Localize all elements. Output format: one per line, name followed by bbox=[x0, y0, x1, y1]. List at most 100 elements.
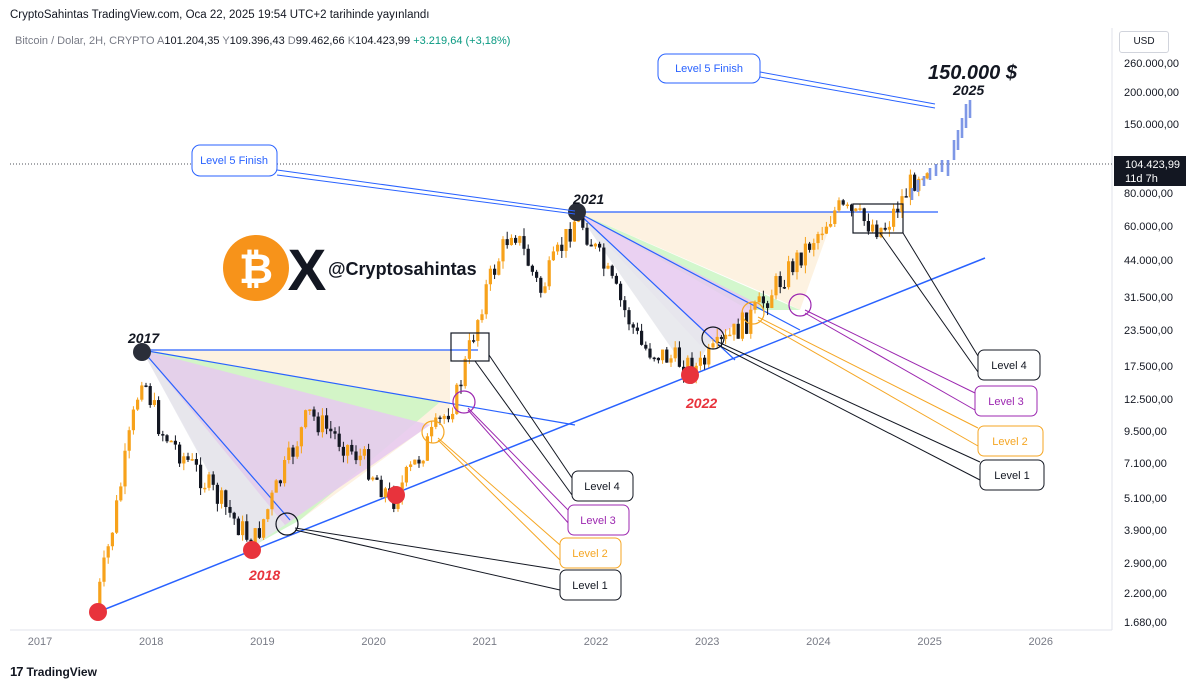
candle bbox=[421, 460, 425, 464]
candle bbox=[425, 436, 429, 461]
candle bbox=[644, 344, 648, 349]
publish-info: CryptoSahintas TradingView.com, Oca 22, … bbox=[10, 9, 430, 21]
ohlc-close-value: 104.423,99 bbox=[355, 35, 411, 47]
candle bbox=[749, 309, 753, 334]
ohlc-low-value: 99.462,66 bbox=[295, 35, 345, 47]
candle bbox=[833, 210, 837, 224]
candle bbox=[606, 265, 610, 269]
tradingview-mark-icon: 17 bbox=[10, 664, 24, 679]
projected-candle bbox=[946, 160, 950, 176]
ohlc-open-key: A bbox=[157, 35, 165, 47]
callout-level1-2019: Level 1 bbox=[572, 580, 607, 592]
candle bbox=[635, 327, 639, 331]
callout-finish-2021: Level 5 Finish bbox=[200, 155, 268, 167]
candle bbox=[333, 431, 337, 434]
candle bbox=[304, 410, 308, 428]
candle bbox=[866, 221, 870, 232]
candle bbox=[640, 330, 644, 345]
callout-level4-2019: Level 4 bbox=[584, 481, 619, 493]
level2-circle-2023 bbox=[741, 301, 765, 325]
candle bbox=[661, 349, 665, 361]
candle bbox=[106, 546, 110, 558]
candle bbox=[824, 226, 828, 234]
candle bbox=[144, 385, 148, 387]
candle bbox=[564, 228, 568, 251]
candle bbox=[850, 204, 854, 211]
candle bbox=[892, 208, 896, 227]
candle bbox=[484, 284, 488, 315]
projected-candle bbox=[952, 140, 956, 160]
candle bbox=[119, 486, 123, 501]
candle bbox=[173, 440, 177, 445]
candle bbox=[383, 488, 387, 498]
x-tick-label: 2024 bbox=[806, 636, 830, 648]
candle bbox=[908, 174, 912, 198]
candle bbox=[673, 347, 677, 359]
year-annotation-2025: 2025 bbox=[952, 82, 984, 98]
candle bbox=[648, 348, 652, 358]
candle bbox=[728, 334, 732, 337]
currency-selector[interactable]: USD bbox=[1119, 31, 1169, 53]
level1-circle-2019 bbox=[275, 512, 299, 536]
callout-level2-2023-box bbox=[977, 425, 1044, 457]
tradingview-logo[interactable]: 17 TradingView bbox=[10, 664, 97, 679]
candle bbox=[459, 384, 463, 387]
projected-candle bbox=[928, 168, 932, 180]
candle bbox=[228, 506, 232, 513]
ohlc-low-key: D bbox=[287, 35, 296, 47]
callout-level3-2019: Level 3 bbox=[580, 515, 615, 527]
candle bbox=[199, 464, 203, 489]
symbol-info-bar: Bitcoin / Dolar, 2H, CRYPTO A101.204,35 … bbox=[15, 35, 510, 47]
candle bbox=[497, 261, 501, 275]
candle bbox=[367, 449, 371, 480]
callout-level2-2023: Level 2 bbox=[992, 436, 1027, 448]
candle bbox=[795, 252, 799, 273]
projected-candle bbox=[916, 180, 920, 192]
candle bbox=[791, 261, 795, 273]
candle bbox=[165, 435, 169, 442]
candle bbox=[539, 277, 543, 293]
candle bbox=[472, 340, 476, 342]
x-tick-label: 2022 bbox=[584, 636, 608, 648]
projected-candles bbox=[910, 100, 972, 200]
candle bbox=[278, 480, 282, 484]
candle bbox=[115, 500, 119, 533]
candle bbox=[715, 336, 719, 344]
projected-candle bbox=[934, 164, 938, 176]
candle bbox=[375, 477, 379, 480]
y-tick-label: 2.200,00 bbox=[1124, 588, 1167, 600]
low-point-2017 bbox=[89, 603, 107, 621]
year-annotation-2022: 2022 bbox=[685, 395, 717, 411]
price-axis: 260.000,00 200.000,00 150.000,00 80.000,00 6… bbox=[1124, 58, 1179, 629]
candle bbox=[434, 417, 438, 427]
candle bbox=[530, 265, 534, 272]
candle bbox=[627, 310, 631, 325]
y-tick-label: 17.500,00 bbox=[1124, 361, 1173, 373]
y-tick-label: 12.500,00 bbox=[1124, 394, 1173, 406]
candle bbox=[820, 233, 824, 236]
candle bbox=[362, 449, 366, 456]
candle bbox=[316, 416, 320, 433]
candle bbox=[841, 200, 845, 205]
callout-level2-2019-box bbox=[559, 537, 622, 569]
candle bbox=[245, 521, 249, 540]
watermark: ₿ X @Cryptosahintas bbox=[223, 235, 477, 303]
candle bbox=[732, 323, 736, 335]
x-tick-label: 2021 bbox=[473, 636, 497, 648]
candle bbox=[883, 227, 887, 230]
candle bbox=[346, 444, 350, 456]
candle bbox=[829, 223, 833, 227]
candle bbox=[598, 243, 602, 248]
candle bbox=[669, 358, 673, 363]
candle bbox=[417, 459, 421, 464]
candle bbox=[556, 244, 560, 252]
candle bbox=[913, 174, 917, 191]
candle bbox=[614, 275, 618, 284]
candle bbox=[253, 528, 257, 550]
fan-lines-2021 bbox=[576, 211, 938, 361]
candle bbox=[241, 521, 245, 536]
candle bbox=[526, 248, 530, 266]
candle bbox=[283, 460, 287, 484]
candle bbox=[325, 415, 329, 429]
